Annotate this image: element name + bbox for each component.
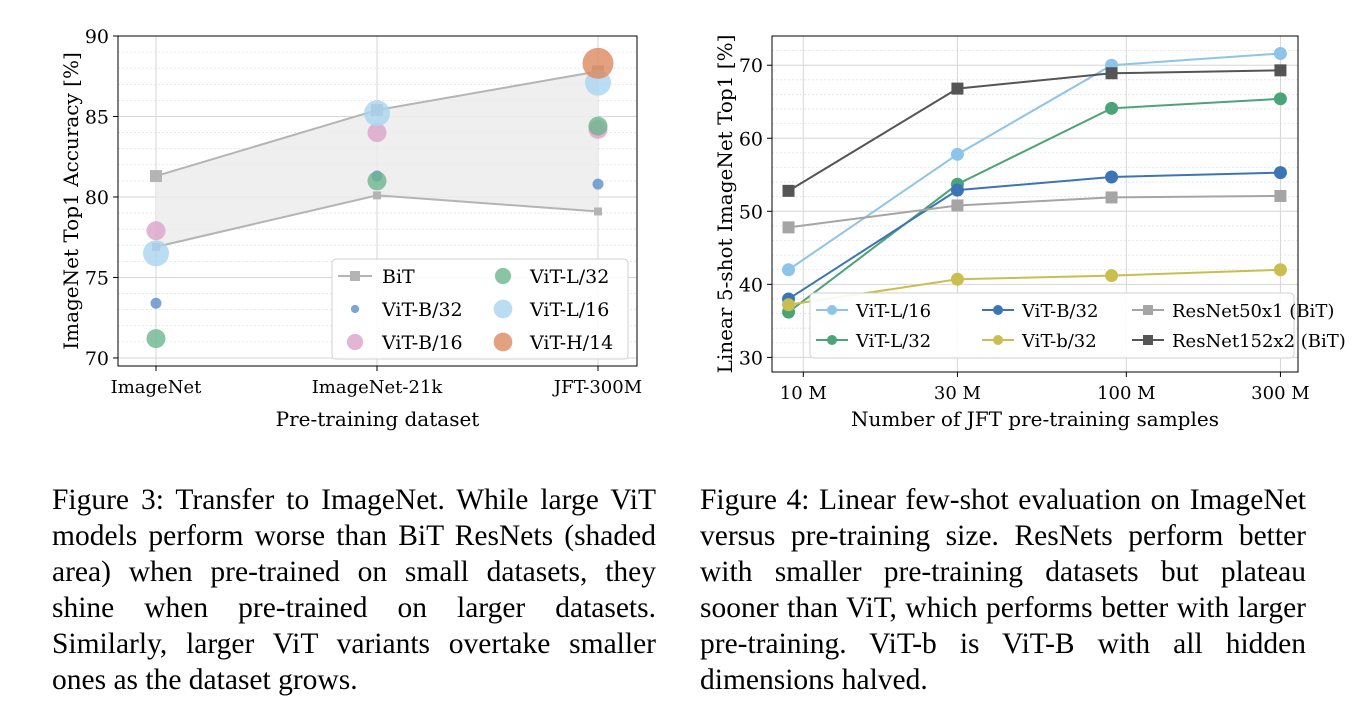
legend-resnet50x1-bit-marker xyxy=(1143,305,1153,315)
x-tick-label: 10 M xyxy=(780,383,827,404)
legend-resnet152x2-bit-marker xyxy=(1143,335,1153,345)
resnet50x1-bit-point xyxy=(1274,189,1287,202)
vit-b-32-point xyxy=(950,183,964,197)
x-tick-label: ImageNet xyxy=(111,377,202,398)
legend: ViT-L/16 ViT-L/32 ViT-B/32 ViT-b/32 ResNet50… xyxy=(809,292,1346,359)
vit-h-14-point xyxy=(582,47,614,79)
legend-vit-l-32-marker xyxy=(827,335,837,345)
y-tick-label: 90 xyxy=(85,26,109,48)
series-resnet152x2-bit xyxy=(782,64,1287,197)
x-tick-label: 100 M xyxy=(1097,383,1156,404)
vit-b-16-point xyxy=(146,221,166,241)
vit-l-32-point xyxy=(588,116,608,136)
figure-3-chart: 70 75 80 85 90 ImageNet ImageNet-21k JFT-300M Pr… xyxy=(59,26,642,431)
vit-l-16-point xyxy=(950,147,964,161)
legend-label-vit-b-32: ViT-b/32 xyxy=(1021,331,1097,352)
vit-b-32-point xyxy=(150,297,162,309)
vit-b-16-point xyxy=(367,123,387,143)
x-tick-label: 300 M xyxy=(1251,383,1310,404)
legend-vit-l-16-marker xyxy=(493,299,513,319)
y-tick-label: 70 xyxy=(85,348,109,370)
vit-l-32-point xyxy=(1273,92,1287,106)
legend-label-vit-b-32: ViT-B/32 xyxy=(1021,301,1098,322)
y-tick-label: 75 xyxy=(85,267,109,289)
plot-frame xyxy=(771,35,1299,373)
legend-bit-marker xyxy=(350,271,360,281)
vit-b-32-point xyxy=(1273,263,1287,277)
resnet152x2-bit-line xyxy=(788,69,1281,192)
bit-lower-marker xyxy=(373,191,381,200)
legend-label-vit-l-32: ViT-L/32 xyxy=(529,266,609,288)
vit-l-16-point xyxy=(1273,47,1287,61)
legend-vit-h-14-marker xyxy=(493,332,513,352)
series-resnet50x1-bit xyxy=(782,189,1287,234)
legend-label-vit-b-32: ViT-B/32 xyxy=(381,299,463,321)
figure-3-caption: Figure 3: Transfer to ImageNet. While la… xyxy=(52,484,656,696)
legend-vit-l-16-marker xyxy=(827,305,837,315)
vit-b-32-point xyxy=(950,272,964,286)
x-axis-label: Number of JFT pre-training samples xyxy=(851,407,1219,431)
vit-b-32-point xyxy=(1105,269,1119,283)
vit-b-32-point xyxy=(1105,170,1119,184)
vit-b-32-point xyxy=(1273,166,1287,180)
legend-label-bit: BiT xyxy=(382,266,415,288)
legend: BiT ViT-B/32 ViT-B/16 ViT-L/32 ViT-L/16 ViT-H… xyxy=(331,258,629,360)
x-tick-label: 30 M xyxy=(934,383,981,404)
series-vit-b-32 xyxy=(782,263,1287,312)
y-tick-label: 50 xyxy=(739,201,763,223)
resnet152x2-bit-point xyxy=(951,82,964,95)
vit-l-16-line xyxy=(787,52,1281,271)
resnet50x1-bit-line xyxy=(788,194,1281,229)
x-tick-label: JFT-300M xyxy=(552,377,642,398)
legend-label-vit-l-16: ViT-L/16 xyxy=(529,299,609,321)
vit-b-32-line xyxy=(788,268,1281,306)
y-tick-label: 40 xyxy=(739,274,763,296)
legend-vit-b-32-marker xyxy=(993,335,1003,345)
y-tick-label: 30 xyxy=(739,347,763,369)
vit-l-32-point xyxy=(146,329,166,349)
resnet50x1-bit-point xyxy=(782,221,795,234)
legend-vit-b-32-marker xyxy=(993,305,1003,315)
vit-b-32-point xyxy=(592,178,604,190)
vit-l-16-point xyxy=(143,240,169,267)
y-axis-label: Linear 5-shot ImageNet Top1 [%] xyxy=(713,35,737,374)
legend-box xyxy=(331,258,629,360)
vit-l-16-point xyxy=(364,100,390,127)
vit-b-32-line xyxy=(787,171,1281,300)
bit-upper-marker xyxy=(150,170,162,183)
bit-lower-marker xyxy=(594,207,602,216)
x-axis-label: Pre-training dataset xyxy=(276,407,480,431)
y-axis-label: ImageNet Top1 Accuracy [%] xyxy=(59,52,83,350)
resnet152x2-bit-point xyxy=(1274,64,1287,77)
vit-l-32-point xyxy=(367,171,387,191)
y-tick-label: 85 xyxy=(85,106,109,128)
resnet152x2-bit-point xyxy=(782,184,795,197)
series-vit-l-16 xyxy=(782,47,1287,277)
vit-l-32-point xyxy=(1105,101,1119,115)
legend-label-vit-l-32: ViT-L/32 xyxy=(855,331,931,352)
series-vit-b-32 xyxy=(782,166,1287,306)
resnet152x2-bit-point xyxy=(1105,67,1118,80)
y-tick-label: 80 xyxy=(85,187,109,209)
legend-vit-l-32-marker xyxy=(494,267,512,285)
vit-l-16-point xyxy=(782,263,796,277)
legend-vit-b-32-marker xyxy=(350,304,360,314)
legend-label-resnet152x2-bit: ResNet152x2 (BiT) xyxy=(1172,331,1346,352)
vit-l-32-line xyxy=(787,97,1281,313)
y-tick-label: 60 xyxy=(739,128,763,150)
figure-4-chart: 30 40 50 60 70 10 M 30 M 100 M 300 M Number of JF… xyxy=(713,35,1346,431)
legend-vit-b-16-marker xyxy=(346,333,364,351)
y-tick-label: 70 xyxy=(739,55,763,77)
legend-label-vit-b-16: ViT-B/16 xyxy=(381,332,463,354)
figure-4-caption: Figure 4: Linear few-shot evaluation on … xyxy=(700,484,1306,696)
legend-label-vit-l-16: ViT-L/16 xyxy=(855,301,931,322)
resnet50x1-bit-point xyxy=(1105,191,1118,204)
legend-box xyxy=(809,292,1295,359)
legend-label-vit-h-14: ViT-H/14 xyxy=(529,332,613,354)
vit-b-32-point xyxy=(782,298,796,312)
resnet50x1-bit-point xyxy=(951,199,964,212)
legend-label-resnet50x1-bit: ResNet50x1 (BiT) xyxy=(1172,301,1334,322)
x-tick-label: ImageNet-21k xyxy=(312,377,444,398)
